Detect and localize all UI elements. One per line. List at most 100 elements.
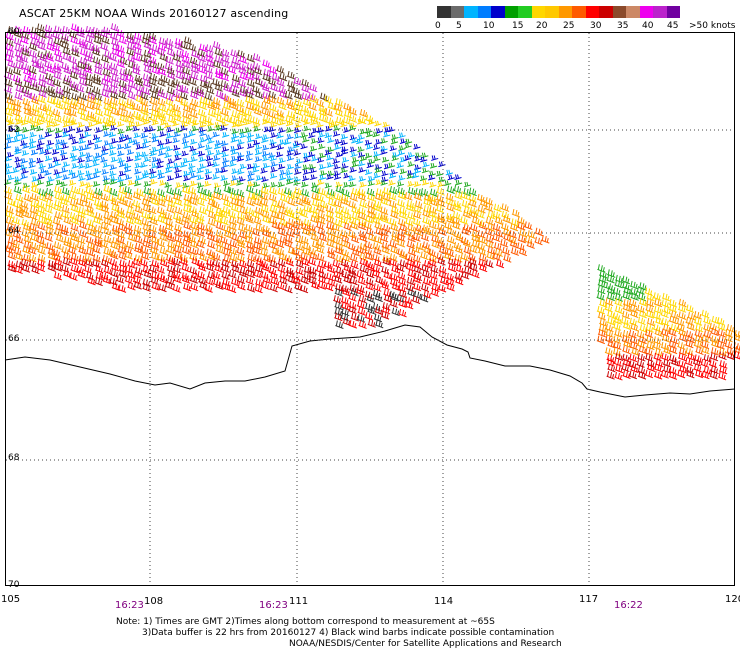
wind-barb	[29, 205, 38, 215]
lon-label-114: 114	[434, 596, 454, 607]
wind-barb	[195, 216, 205, 225]
wind-barb	[279, 218, 288, 227]
wind-barb	[420, 232, 430, 242]
wind-barb	[621, 353, 631, 363]
wind-barb	[133, 270, 142, 279]
wind-barb	[333, 230, 342, 240]
wind-barb	[389, 145, 397, 152]
wind-barb	[646, 341, 655, 351]
wind-barb	[195, 86, 205, 95]
wind-barb	[471, 230, 480, 239]
wind-barb	[180, 125, 188, 132]
wind-barb	[116, 29, 125, 38]
wind-barb	[148, 264, 158, 274]
wind-barb	[173, 264, 182, 274]
wind-barb	[655, 316, 664, 326]
wind-barb	[599, 318, 608, 327]
wind-barb	[291, 212, 301, 221]
wind-barb	[70, 23, 80, 32]
wind-barb	[430, 288, 440, 297]
wind-barb	[100, 156, 108, 163]
wind-barb	[102, 275, 111, 285]
wind-barb	[69, 198, 78, 208]
wind-barb	[319, 170, 328, 177]
wind-barb	[379, 212, 389, 222]
wind-barb	[397, 150, 405, 156]
wind-barb	[398, 210, 408, 220]
wind-barb	[156, 158, 164, 164]
wind-barb	[438, 176, 446, 183]
wind-barb	[164, 167, 173, 174]
wind-barb	[628, 353, 638, 363]
wind-barb	[695, 346, 704, 356]
wind-barb	[127, 60, 137, 70]
wind-barb	[422, 161, 430, 168]
wind-barb	[447, 263, 457, 273]
wind-barb	[191, 49, 200, 59]
wind-barb	[271, 246, 280, 256]
wind-barb	[605, 329, 614, 338]
wind-barb	[231, 128, 239, 135]
wind-barb	[123, 143, 132, 150]
wind-barb	[367, 158, 376, 165]
wind-barb	[39, 148, 47, 155]
wind-barb	[343, 275, 352, 284]
wind-barb	[159, 275, 168, 284]
wind-barb	[175, 49, 184, 59]
wind-barb	[116, 44, 125, 54]
wind-barb	[614, 371, 623, 381]
wind-barb	[477, 247, 487, 256]
wind-barb	[127, 91, 136, 100]
wind-barb	[678, 365, 688, 374]
wind-barb	[262, 73, 271, 82]
wind-barb	[60, 36, 69, 45]
wind-barb	[191, 150, 199, 156]
wind-barb	[149, 192, 159, 202]
wind-barb	[148, 77, 157, 86]
wind-barb	[68, 191, 77, 201]
wind-barb	[13, 98, 22, 108]
wind-barb	[148, 224, 158, 233]
wind-barb	[270, 143, 278, 149]
wind-barb	[118, 80, 127, 89]
wind-barb	[397, 186, 406, 196]
wind-barb	[262, 275, 272, 285]
wind-barb	[454, 245, 464, 254]
wind-barb	[407, 223, 416, 233]
wind-barb	[236, 193, 246, 203]
wind-barb	[292, 228, 301, 237]
wind-barb	[350, 234, 360, 244]
wind-barb	[373, 258, 383, 268]
wind-barb	[606, 317, 616, 326]
wind-barb	[23, 67, 32, 76]
wind-barb	[182, 66, 191, 76]
wind-barb	[166, 48, 176, 57]
wind-barb	[102, 68, 111, 78]
wind-barb	[71, 163, 79, 169]
wind-barb	[487, 210, 496, 220]
wind-barb	[179, 257, 189, 266]
wind-barb	[147, 47, 157, 57]
wind-barb	[110, 125, 118, 131]
wind-barb	[356, 270, 365, 280]
wind-barb	[268, 193, 277, 203]
wind-barb	[46, 64, 55, 74]
wind-barb	[423, 246, 432, 255]
wind-barb	[198, 276, 207, 286]
wind-barb	[54, 132, 63, 139]
wind-barb	[310, 138, 319, 144]
wind-barb	[54, 192, 63, 201]
wind-barb	[703, 316, 712, 325]
wind-barb	[220, 67, 229, 77]
wind-barb	[212, 97, 221, 106]
wind-barb	[78, 145, 86, 152]
wind-barb	[62, 174, 70, 181]
wind-barb	[486, 223, 496, 232]
wind-barb	[391, 155, 399, 162]
wind-barb	[115, 275, 125, 284]
wind-barb	[254, 149, 263, 156]
wind-barb	[70, 216, 80, 225]
wind-barb	[398, 299, 407, 308]
wind-barb	[351, 137, 359, 144]
wind-barb	[423, 290, 432, 299]
